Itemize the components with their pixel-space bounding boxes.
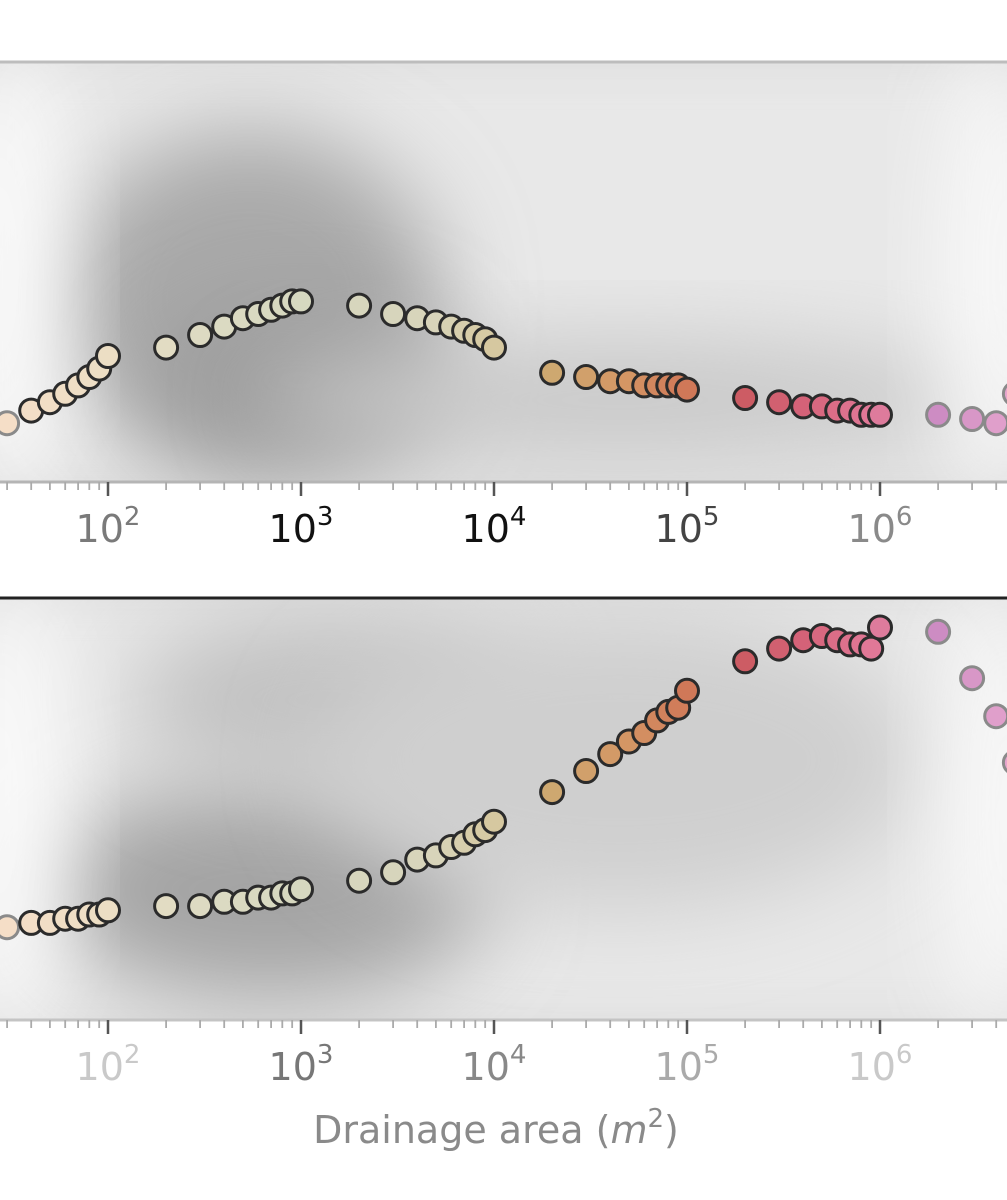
x-axis-label-text: Drainage area (: [313, 1108, 610, 1152]
bottom-x-axis: 102 103 104 105 106: [6, 1020, 998, 1089]
top-x-tick-label: 103: [269, 502, 334, 551]
bottom-x-tick-label: 103: [269, 1040, 334, 1089]
bottom-x-tick-label: 106: [848, 1040, 913, 1089]
bottom-data-point: [0, 914, 21, 941]
bottom-data-point: [153, 893, 180, 920]
top-x-tick-base: 10: [462, 507, 510, 551]
top-x-tick-label: 105: [655, 502, 720, 551]
top-data-point: [380, 301, 407, 327]
bottom-x-tick-label: 105: [655, 1040, 720, 1089]
x-axis-label-exp: 2: [647, 1104, 664, 1134]
bottom-x-tick-label: 102: [76, 1040, 141, 1089]
top-density-cloud: [0, 62, 1007, 482]
bottom-data-point: [539, 779, 566, 806]
bottom-x-tick-base: 10: [848, 1045, 896, 1089]
bottom-x-tick-exponent: 2: [124, 1040, 141, 1070]
top-x-tick-base: 10: [76, 507, 124, 551]
bottom-data-point: [573, 758, 600, 784]
top-data-point: [346, 292, 373, 319]
top-x-tick-exponent: 5: [703, 502, 720, 532]
bottom-x-tick-exponent: 3: [317, 1040, 334, 1070]
bottom-x-tick-label: 104: [462, 1040, 527, 1089]
bottom-data-point: [732, 648, 759, 675]
top-data-point: [187, 322, 214, 348]
bottom-x-tick-base: 10: [462, 1045, 510, 1089]
x-axis-label-var: m: [610, 1108, 647, 1152]
top-data-point: [925, 401, 952, 428]
top-x-axis: 102 103 104 105 106: [6, 482, 998, 551]
bottom-data-point: [380, 859, 407, 886]
bottom-data-point: [1001, 752, 1007, 773]
bottom-x-tick-exponent: 4: [510, 1040, 527, 1070]
top-data-point: [732, 385, 759, 411]
bottom-data-point: [959, 665, 986, 692]
top-panel: 102 103 104 105 106: [0, 60, 1007, 551]
top-x-tick-label: 102: [76, 502, 141, 551]
top-x-tick-base: 10: [848, 507, 896, 551]
top-data-point: [1001, 383, 1007, 405]
top-data-point: [867, 401, 893, 428]
top-scatter-series: [0, 288, 1007, 437]
bottom-data-point: [858, 635, 885, 662]
top-data-point: [288, 288, 314, 315]
x-axis-label: Drainage area (m2): [313, 1104, 679, 1152]
bottom-x-tick-base: 10: [269, 1045, 317, 1089]
top-x-tick-exponent: 2: [124, 502, 141, 532]
top-x-tick-exponent: 6: [896, 502, 913, 532]
x-axis-label-close: ): [664, 1108, 679, 1152]
top-x-tick-base: 10: [269, 507, 317, 551]
bottom-data-point: [288, 876, 314, 903]
bottom-data-point: [766, 635, 793, 662]
top-x-tick-base: 10: [655, 507, 703, 551]
bottom-panel: 102 103 104 105 106: [0, 596, 1007, 1089]
top-data-point: [983, 410, 1007, 437]
bottom-x-tick-base: 10: [76, 1045, 124, 1089]
top-data-point: [153, 334, 180, 361]
bottom-data-point: [95, 897, 121, 924]
bottom-data-point: [674, 677, 700, 704]
top-data-point: [481, 334, 507, 361]
top-x-tick-exponent: 3: [317, 502, 334, 532]
bottom-scatter-series: [0, 614, 1007, 941]
top-data-point: [0, 410, 21, 437]
top-data-point: [674, 376, 700, 403]
top-data-point: [95, 343, 121, 369]
bottom-data-point: [597, 741, 624, 768]
top-data-point: [959, 406, 986, 432]
top-data-point: [766, 389, 793, 416]
top-x-tick-label: 106: [848, 502, 913, 551]
bottom-x-tick-base: 10: [655, 1045, 703, 1089]
top-x-tick-label: 104: [462, 502, 527, 551]
top-data-point: [573, 364, 600, 390]
bottom-data-point: [187, 893, 214, 920]
top-data-point: [539, 359, 566, 386]
bottom-data-point: [983, 703, 1007, 730]
bottom-data-point: [925, 618, 952, 645]
bottom-data-point: [481, 808, 507, 835]
bottom-x-tick-exponent: 5: [703, 1040, 720, 1070]
top-x-tick-exponent: 4: [510, 502, 527, 532]
bottom-data-point: [346, 867, 373, 894]
bottom-x-tick-exponent: 6: [896, 1040, 913, 1070]
bottom-data-point: [867, 614, 893, 641]
